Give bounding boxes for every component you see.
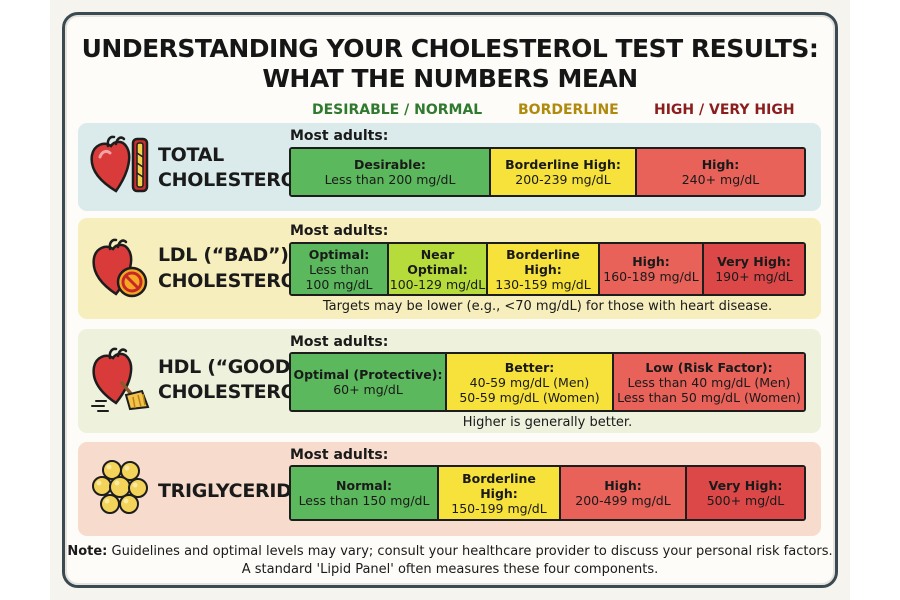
total-segment-borderline-high: Borderline High: 200-239 mg/dL bbox=[491, 149, 637, 195]
segment-title: Desirable: bbox=[354, 157, 426, 172]
ldl-segment-very-high: Very High: 190+ mg/dL bbox=[704, 244, 804, 294]
segment-title: High: bbox=[632, 254, 670, 269]
ldl-note: Targets may be lower (e.g., <70 mg/dL) f… bbox=[322, 299, 773, 314]
total-cholesterol-label-line1: TOTAL bbox=[158, 144, 224, 166]
page-subtitle: WHAT THE NUMBERS MEAN bbox=[262, 64, 638, 93]
segment-title: Borderline High: bbox=[506, 246, 580, 277]
ldl-segment-near-optimal: Near Optimal: 100-129 mg/dL bbox=[389, 244, 488, 294]
footer-note-line1: Note: Guidelines and optimal levels may … bbox=[62, 543, 838, 560]
segment-title: Near Optimal: bbox=[407, 246, 468, 277]
ldl-most-adults: Most adults: bbox=[290, 223, 389, 239]
segment-title: High: bbox=[604, 478, 642, 493]
segment-range: Less than 200 mg/dL bbox=[324, 172, 456, 187]
total-range-bar: Desirable: Less than 200 mg/dL Borderlin… bbox=[289, 147, 806, 197]
page-title: UNDERSTANDING YOUR CHOLESTEROL TEST RESU… bbox=[81, 34, 819, 63]
column-header-desirable: DESIRABLE / NORMAL bbox=[312, 102, 483, 118]
segment-title: High: bbox=[701, 157, 740, 172]
tri-segment-borderline-high: Borderline High: 150-199 mg/dL bbox=[439, 467, 561, 519]
total-cholesterol-label-line2: CHOLESTEROL bbox=[158, 169, 309, 191]
hdl-segment-low-risk: Low (Risk Factor): Less than 40 mg/dL (M… bbox=[614, 354, 804, 410]
segment-range: 190+ mg/dL bbox=[715, 269, 793, 284]
segment-range: 160-189 mg/dL bbox=[603, 269, 699, 284]
ldl-range-bar: Optimal: Less than 100 mg/dL Near Optima… bbox=[289, 242, 806, 296]
hdl-label-line1: HDL (“GOOD”) bbox=[158, 356, 311, 378]
hdl-most-adults: Most adults: bbox=[290, 334, 389, 350]
segment-range: 150-199 mg/dL bbox=[451, 500, 547, 516]
triglycerides-label: TRIGLYCERIDES bbox=[158, 480, 318, 502]
footer-note-line2: A standard 'Lipid Panel' often measures … bbox=[241, 562, 659, 577]
segment-title: Optimal (Protective): bbox=[293, 367, 443, 382]
column-header-high: HIGH / VERY HIGH bbox=[654, 102, 795, 118]
total-segment-high: High: 240+ mg/dL bbox=[637, 149, 804, 195]
hdl-segment-better: Better: 40-59 mg/dL (Men) 50-59 mg/dL (W… bbox=[447, 354, 614, 410]
ldl-segment-optimal: Optimal: Less than 100 mg/dL bbox=[291, 244, 389, 294]
tri-segment-high: High: 200-499 mg/dL bbox=[561, 467, 687, 519]
segment-range: 200-239 mg/dL bbox=[515, 172, 611, 187]
segment-range: 100 mg/dL bbox=[305, 276, 373, 292]
ldl-label-line1: LDL (“BAD”) bbox=[158, 244, 289, 266]
segment-title: Normal: bbox=[336, 478, 392, 493]
segment-title-line2: High: bbox=[480, 485, 518, 501]
ldl-label-line2: CHOLESTEROL bbox=[158, 270, 309, 292]
segment-title: Low (Risk Factor): bbox=[645, 359, 773, 375]
segment-range: 130-159 mg/dL bbox=[495, 276, 591, 292]
tri-most-adults: Most adults: bbox=[290, 447, 389, 463]
segment-range: 60+ mg/dL bbox=[333, 382, 403, 397]
heart-artery-icon bbox=[90, 135, 149, 193]
tri-segment-very-high: Very High: 500+ mg/dL bbox=[687, 467, 804, 519]
hdl-segment-optimal: Optimal (Protective): 60+ mg/dL bbox=[291, 354, 447, 410]
segment-range: Less than 40 mg/dL (Men) bbox=[627, 374, 791, 390]
segment-title: Borderline High: bbox=[505, 157, 621, 172]
total-most-adults: Most adults: bbox=[290, 128, 389, 144]
heart-prohibited-icon bbox=[92, 238, 148, 298]
segment-range: 500+ mg/dL bbox=[706, 493, 785, 508]
segment-title: Optimal: bbox=[308, 246, 370, 262]
fat-droplets-icon bbox=[92, 460, 148, 514]
segment-range: Less than 50 mg/dL (Women) bbox=[617, 389, 801, 405]
segment-range: Less than 150 mg/dL bbox=[298, 493, 430, 508]
segment-range: 40-59 mg/dL (Men) bbox=[469, 374, 590, 390]
segment-range: 200-499 mg/dL bbox=[575, 493, 671, 508]
column-header-borderline: BORDERLINE bbox=[518, 102, 619, 118]
hdl-label-line2: CHOLESTEROL bbox=[158, 381, 309, 403]
ldl-segment-borderline-high: Borderline High: 130-159 mg/dL bbox=[488, 244, 600, 294]
segment-title: Very High: bbox=[708, 478, 783, 493]
segment-title: Very High: bbox=[717, 254, 791, 269]
heart-broom-icon bbox=[91, 347, 150, 412]
total-segment-desirable: Desirable: Less than 200 mg/dL bbox=[291, 149, 491, 195]
segment-title: Better: bbox=[504, 359, 555, 375]
hdl-note: Higher is generally better. bbox=[462, 415, 633, 430]
footer-note-label: Note: bbox=[67, 544, 108, 559]
tri-range-bar: Normal: Less than 150 mg/dL Borderline H… bbox=[289, 465, 806, 521]
segment-title: Borderline bbox=[462, 470, 536, 486]
footer-note-text: Guidelines and optimal levels may vary; … bbox=[111, 544, 833, 559]
segment-range: Less than bbox=[309, 261, 369, 277]
tri-segment-normal: Normal: Less than 150 mg/dL bbox=[291, 467, 439, 519]
hdl-range-bar: Optimal (Protective): 60+ mg/dL Better: … bbox=[289, 352, 806, 412]
ldl-segment-high: High: 160-189 mg/dL bbox=[600, 244, 704, 294]
segment-range: 240+ mg/dL bbox=[681, 172, 760, 187]
segment-range: 50-59 mg/dL (Women) bbox=[459, 389, 600, 405]
segment-range: 100-129 mg/dL bbox=[389, 276, 486, 292]
